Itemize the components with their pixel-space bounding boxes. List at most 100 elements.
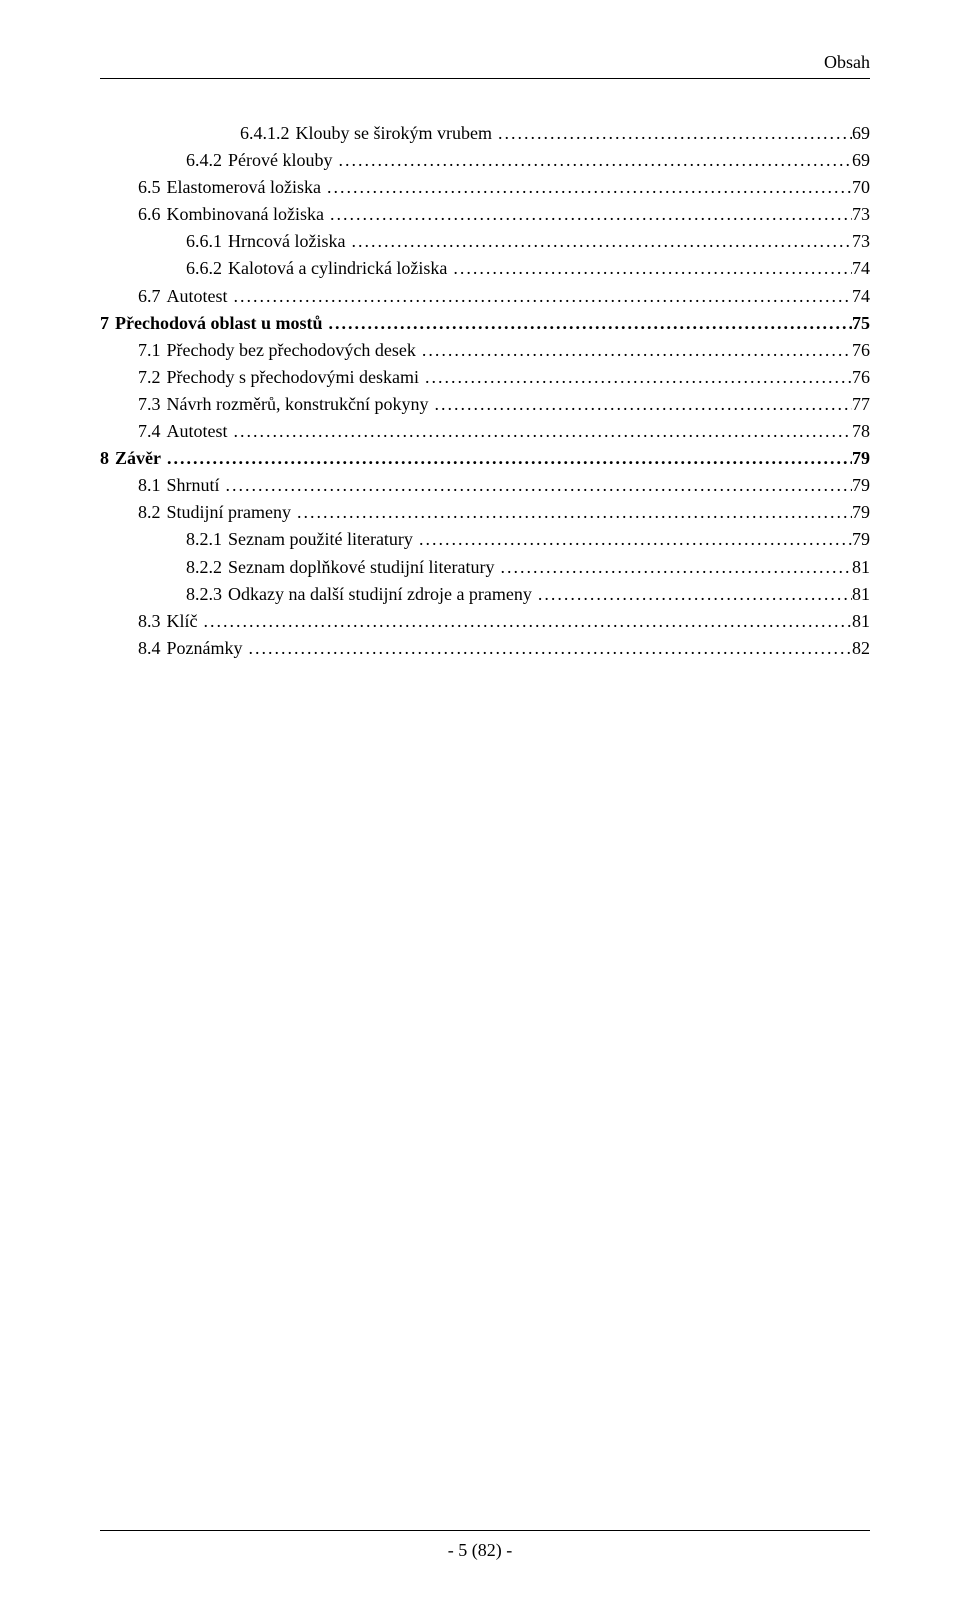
toc-leader-dots [228, 283, 853, 309]
toc-entry-page: 76 [852, 337, 870, 363]
toc-entry-page: 81 [852, 608, 870, 634]
table-of-contents: 6.4.1.2Klouby se širokým vrubem696.4.2Pé… [100, 120, 870, 661]
header-rule [100, 78, 870, 79]
toc-entry-number: 6.7 [138, 283, 161, 309]
toc-entry-number: 6.6.2 [186, 255, 222, 281]
toc-entry: 8.3Klíč 81 [100, 608, 870, 634]
toc-leader-dots [492, 120, 852, 146]
toc-entry-title: Studijní prameny [161, 499, 292, 525]
toc-entry-title: Návrh rozměrů, konstrukční pokyny [161, 391, 429, 417]
toc-leader-dots [321, 174, 852, 200]
toc-entry-number: 8 [100, 445, 109, 471]
toc-entry-number: 8.2.2 [186, 554, 222, 580]
toc-entry-number: 8.2.3 [186, 581, 222, 607]
page-footer: - 5 (82) - [0, 1540, 960, 1561]
toc-entry-title: Pérové klouby [222, 147, 332, 173]
toc-entry: 6.6.2Kalotová a cylindrická ložiska 74 [100, 255, 870, 281]
toc-entry-title: Přechodová oblast u mostů [109, 310, 323, 336]
toc-entry-page: 79 [852, 472, 870, 498]
toc-leader-dots [447, 255, 852, 281]
toc-leader-dots [323, 310, 852, 336]
toc-entry: 8.2.3Odkazy na další studijní zdroje a p… [100, 581, 870, 607]
toc-entry-page: 78 [852, 418, 870, 444]
toc-leader-dots [198, 608, 853, 634]
toc-entry-number: 6.6.1 [186, 228, 222, 254]
toc-leader-dots [243, 635, 853, 661]
footer-rule [100, 1530, 870, 1531]
toc-leader-dots [228, 418, 853, 444]
toc-leader-dots [532, 581, 852, 607]
toc-entry: 8Závěr79 [100, 445, 870, 471]
toc-entry-page: 70 [852, 174, 870, 200]
toc-entry: 6.4.2Pérové klouby69 [100, 147, 870, 173]
footer-text: - 5 (82) - [448, 1540, 512, 1560]
toc-entry-number: 6.4.1.2 [240, 120, 290, 146]
toc-entry: 6.6.1Hrncová ložiska73 [100, 228, 870, 254]
toc-entry-title: Poznámky [161, 635, 243, 661]
toc-leader-dots [332, 147, 852, 173]
toc-entry-page: 75 [852, 310, 870, 336]
toc-entry-page: 81 [852, 554, 870, 580]
toc-entry-number: 7.3 [138, 391, 161, 417]
toc-entry-title: Shrnutí [161, 472, 220, 498]
toc-entry-title: Klouby se širokým vrubem [290, 120, 492, 146]
toc-entry-number: 8.2.1 [186, 526, 222, 552]
toc-entry: 8.1Shrnutí 79 [100, 472, 870, 498]
toc-entry-number: 7.2 [138, 364, 161, 390]
toc-leader-dots [416, 337, 852, 363]
toc-leader-dots [345, 228, 852, 254]
toc-entry-page: 79 [852, 526, 870, 552]
toc-entry: 7.1Přechody bez přechodových desek76 [100, 337, 870, 363]
toc-leader-dots [413, 526, 852, 552]
toc-entry-title: Odkazy na další studijní zdroje a pramen… [222, 581, 532, 607]
page-header: Obsah [824, 52, 870, 73]
toc-entry-page: 81 [852, 581, 870, 607]
toc-leader-dots [494, 554, 852, 580]
toc-entry-page: 74 [852, 255, 870, 281]
toc-leader-dots [291, 499, 852, 525]
toc-entry: 7Přechodová oblast u mostů 75 [100, 310, 870, 336]
toc-entry-page: 77 [852, 391, 870, 417]
toc-entry-page: 74 [852, 283, 870, 309]
toc-entry: 7.3Návrh rozměrů, konstrukční pokyny 77 [100, 391, 870, 417]
toc-entry-number: 6.6 [138, 201, 161, 227]
toc-entry-number: 8.1 [138, 472, 161, 498]
toc-entry-page: 69 [852, 120, 870, 146]
toc-entry-title: Seznam doplňkové studijní literatury [222, 554, 494, 580]
toc-leader-dots [220, 472, 852, 498]
toc-entry: 7.2Přechody s přechodovými deskami 76 [100, 364, 870, 390]
toc-leader-dots [428, 391, 852, 417]
toc-entry-title: Kombinovaná ložiska [161, 201, 324, 227]
toc-entry-title: Závěr [109, 445, 161, 471]
toc-entry-number: 8.4 [138, 635, 161, 661]
toc-leader-dots [161, 445, 852, 471]
toc-entry-title: Přechody bez přechodových desek [161, 337, 416, 363]
toc-entry-number: 8.2 [138, 499, 161, 525]
toc-entry-number: 6.5 [138, 174, 161, 200]
toc-entry-page: 79 [852, 499, 870, 525]
toc-entry-page: 82 [852, 635, 870, 661]
toc-entry-page: 76 [852, 364, 870, 390]
toc-entry: 7.4Autotest 78 [100, 418, 870, 444]
toc-entry-title: Hrncová ložiska [222, 228, 345, 254]
header-text: Obsah [824, 52, 870, 72]
toc-entry: 8.2Studijní prameny 79 [100, 499, 870, 525]
toc-entry-page: 69 [852, 147, 870, 173]
toc-entry-number: 7 [100, 310, 109, 336]
toc-entry-title: Kalotová a cylindrická ložiska [222, 255, 447, 281]
toc-leader-dots [324, 201, 852, 227]
toc-entry-title: Elastomerová ložiska [161, 174, 321, 200]
toc-entry: 6.7Autotest 74 [100, 283, 870, 309]
toc-entry-title: Seznam použité literatury [222, 526, 413, 552]
toc-entry: 6.6Kombinovaná ložiska73 [100, 201, 870, 227]
toc-entry: 6.4.1.2Klouby se širokým vrubem 69 [100, 120, 870, 146]
toc-entry: 6.5Elastomerová ložiska 70 [100, 174, 870, 200]
toc-entry-number: 7.4 [138, 418, 161, 444]
toc-entry-number: 8.3 [138, 608, 161, 634]
toc-entry: 8.4Poznámky 82 [100, 635, 870, 661]
toc-entry-title: Klíč [161, 608, 198, 634]
toc-entry-title: Přechody s přechodovými deskami [161, 364, 419, 390]
toc-entry-title: Autotest [161, 283, 228, 309]
toc-entry-title: Autotest [161, 418, 228, 444]
toc-entry: 8.2.2Seznam doplňkové studijní literatur… [100, 554, 870, 580]
